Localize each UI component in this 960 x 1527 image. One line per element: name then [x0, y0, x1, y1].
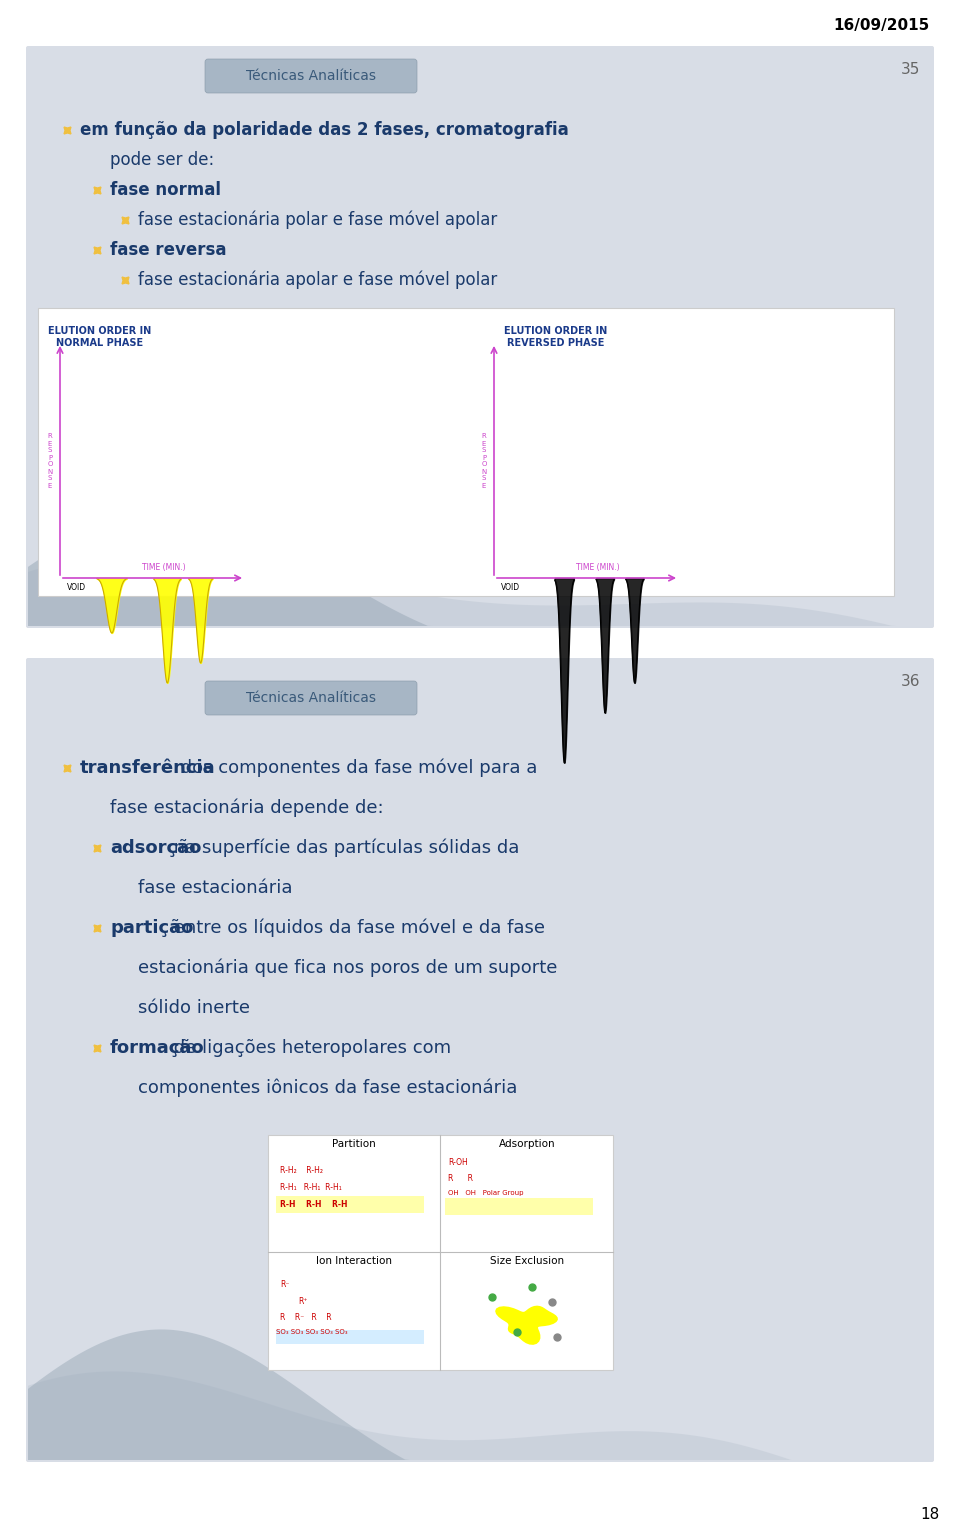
Text: adsorção: adsorção [110, 838, 202, 857]
Text: R    R⁻   R    R: R R⁻ R R [280, 1313, 331, 1322]
FancyBboxPatch shape [26, 46, 934, 628]
Text: R-OH: R-OH [448, 1157, 468, 1167]
Text: R      R: R R [448, 1174, 473, 1183]
Text: Ion Interaction: Ion Interaction [316, 1257, 393, 1266]
Text: Size Exclusion: Size Exclusion [490, 1257, 564, 1266]
FancyBboxPatch shape [445, 1199, 593, 1215]
Text: 18: 18 [921, 1507, 940, 1522]
Text: SO₃ SO₃ SO₃ SO₃ SO₃: SO₃ SO₃ SO₃ SO₃ SO₃ [276, 1328, 348, 1335]
Text: 36: 36 [900, 675, 920, 690]
Text: R-H₁   R-H₁  R-H₁: R-H₁ R-H₁ R-H₁ [280, 1183, 342, 1193]
Text: na superfície das partículas sólidas da: na superfície das partículas sólidas da [168, 838, 519, 857]
Text: ELUTION ORDER IN
NORMAL PHASE: ELUTION ORDER IN NORMAL PHASE [48, 325, 152, 348]
Text: VOID: VOID [67, 583, 86, 592]
Text: OH   OH   Polar Group: OH OH Polar Group [448, 1190, 523, 1196]
Text: 35: 35 [900, 63, 920, 78]
Text: dos componentes da fase móvel para a: dos componentes da fase móvel para a [175, 759, 538, 777]
Text: fase estacionária apolar e fase móvel polar: fase estacionária apolar e fase móvel po… [138, 270, 497, 289]
FancyBboxPatch shape [276, 1196, 424, 1212]
FancyBboxPatch shape [205, 60, 417, 93]
Text: fase estacionária polar e fase móvel apolar: fase estacionária polar e fase móvel apo… [138, 211, 497, 229]
Text: de ligações heteropolares com: de ligações heteropolares com [168, 1038, 451, 1057]
Text: Partition: Partition [332, 1139, 376, 1148]
Polygon shape [28, 510, 932, 626]
Text: em função da polaridade das 2 fases, cromatografia: em função da polaridade das 2 fases, cro… [80, 121, 568, 139]
Text: R
E
S
P
O
N
S
E: R E S P O N S E [47, 434, 53, 489]
Text: R⁺: R⁺ [298, 1296, 307, 1306]
Text: estacionária que fica nos poros de um suporte: estacionária que fica nos poros de um su… [138, 959, 558, 977]
Text: Técnicas Analíticas: Técnicas Analíticas [246, 692, 376, 705]
Text: R⁻: R⁻ [280, 1280, 289, 1289]
Text: R
E
S
P
O
N
S
E: R E S P O N S E [481, 434, 487, 489]
Text: fase estacionária: fase estacionária [138, 880, 293, 896]
Text: TIME (MIN.): TIME (MIN.) [576, 563, 619, 573]
Text: partição: partição [110, 919, 193, 938]
Text: ELUTION ORDER IN
REVERSED PHASE: ELUTION ORDER IN REVERSED PHASE [504, 325, 608, 348]
Text: transferência: transferência [80, 759, 216, 777]
Text: sólido inerte: sólido inerte [138, 999, 250, 1017]
Text: VOID: VOID [501, 583, 520, 592]
Text: 16/09/2015: 16/09/2015 [833, 18, 930, 34]
FancyBboxPatch shape [205, 681, 417, 715]
Text: TIME (MIN.): TIME (MIN.) [142, 563, 185, 573]
FancyBboxPatch shape [38, 308, 894, 596]
Text: fase normal: fase normal [110, 182, 221, 199]
Text: R-H    R-H    R-H: R-H R-H R-H [280, 1200, 348, 1209]
Polygon shape [28, 1330, 932, 1460]
Text: entre os líquidos da fase móvel e da fase: entre os líquidos da fase móvel e da fas… [168, 919, 545, 938]
Text: formação: formação [110, 1038, 204, 1057]
Polygon shape [28, 1371, 932, 1460]
Text: Adsorption: Adsorption [498, 1139, 555, 1148]
FancyBboxPatch shape [26, 658, 934, 1461]
Polygon shape [28, 550, 932, 626]
Text: Técnicas Analíticas: Técnicas Analíticas [246, 69, 376, 82]
FancyBboxPatch shape [276, 1330, 424, 1344]
Text: R-H₂    R-H₂: R-H₂ R-H₂ [280, 1167, 323, 1174]
Text: componentes iônicos da fase estacionária: componentes iônicos da fase estacionária [138, 1078, 517, 1098]
FancyBboxPatch shape [268, 1135, 613, 1370]
Text: fase estacionária depende de:: fase estacionária depende de: [110, 799, 384, 817]
Polygon shape [495, 1306, 558, 1345]
Text: pode ser de:: pode ser de: [110, 151, 214, 169]
Text: fase reversa: fase reversa [110, 241, 227, 260]
